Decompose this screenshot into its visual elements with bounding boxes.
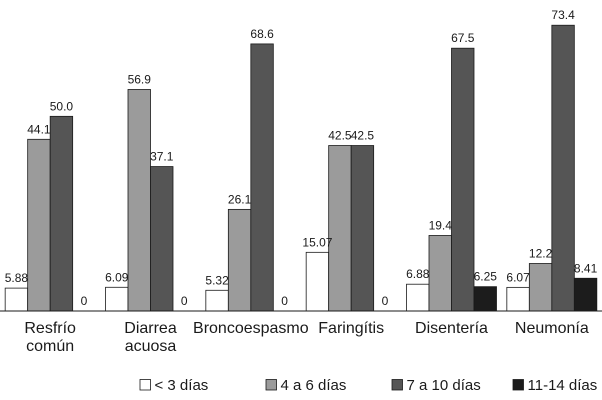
value-label-1-3: 42.5 — [328, 129, 352, 143]
legend-swatch-2 — [391, 379, 403, 391]
value-label-3-0: 0 — [81, 294, 88, 308]
legend-swatch-0 — [139, 379, 151, 391]
value-label-3-1: 0 — [181, 294, 188, 308]
value-label-3-5: 8.41 — [574, 261, 598, 275]
value-label-2-1: 37.1 — [150, 150, 174, 164]
legend-swatch-1 — [265, 379, 277, 391]
value-label-3-4: 6.25 — [474, 270, 498, 284]
bar-0-5 — [506, 286, 530, 312]
legend-swatch-3 — [512, 379, 524, 391]
category-label-3: Faringítis — [318, 320, 384, 337]
bar-2-5 — [551, 24, 575, 312]
bar-2-0 — [49, 115, 74, 312]
value-label-2-2: 68.6 — [250, 27, 274, 41]
bar-3-5 — [573, 277, 598, 312]
value-label-0-0: 5.88 — [5, 271, 29, 285]
category-labels-group: Resfrío común Diarrea acuosa Broncoespasmo Fa… — [24, 320, 588, 355]
bars-group — [4, 24, 598, 312]
value-label-0-3: 15.07 — [302, 235, 332, 249]
legend-label-2: 7 a 10 días — [407, 377, 481, 394]
bar-0-0 — [4, 287, 29, 312]
category-label-2: Broncoespasmo — [193, 320, 309, 337]
category-label-5: Neumonía — [515, 320, 589, 337]
legend-label-1: 4 a 6 días — [281, 377, 347, 394]
value-label-2-4: 67.5 — [451, 31, 475, 45]
bar-0-3 — [305, 251, 330, 312]
bar-1-2 — [227, 208, 252, 312]
value-label-0-1: 6.09 — [105, 270, 129, 284]
category-label-0: Resfrío común — [24, 320, 76, 355]
value-label-0-4: 6.88 — [406, 267, 430, 281]
value-label-1-2: 26.1 — [228, 192, 252, 206]
value-label-1-4: 19.4 — [429, 218, 453, 232]
category-label-4: Disentería — [415, 320, 488, 337]
bar-1-0 — [27, 138, 51, 312]
value-label-1-1: 56.9 — [128, 72, 152, 86]
bar-2-2 — [250, 43, 274, 312]
value-label-2-5: 73.4 — [551, 8, 575, 22]
bar-2-1 — [150, 166, 174, 312]
legend-label-0: < 3 días — [155, 377, 209, 394]
value-label-1-0: 44.1 — [27, 122, 51, 136]
value-label-1-5: 12.2 — [529, 247, 553, 261]
bar-2-3 — [350, 145, 375, 312]
bar-2-4 — [451, 47, 475, 312]
value-label-3-3: 0 — [382, 294, 389, 308]
legend: < 3 días 4 a 6 días 7 a 10 días 11-14 días — [139, 377, 598, 394]
category-label-1: Diarrea acuosa — [124, 320, 177, 355]
bar-1-4 — [428, 235, 452, 312]
legend-label-3: 11-14 días — [528, 377, 598, 394]
bar-3-4 — [473, 286, 497, 312]
value-label-3-2: 0 — [281, 294, 288, 308]
bar-1-5 — [528, 263, 553, 312]
value-labels-group: 5.88 44.1 50.0 0 6.09 56.9 37.1 0 5.32 26.1 68.6 0 1… — [5, 8, 598, 308]
value-label-0-2: 5.32 — [205, 273, 229, 287]
value-label-2-0: 50.0 — [50, 99, 74, 113]
value-label-2-3: 42.5 — [351, 129, 375, 143]
bar-0-1 — [105, 286, 129, 312]
value-label-0-5: 6.07 — [506, 270, 530, 284]
bar-1-3 — [328, 145, 352, 312]
bar-0-2 — [205, 289, 229, 312]
bar-0-4 — [406, 283, 430, 312]
bar-1-1 — [127, 89, 151, 312]
